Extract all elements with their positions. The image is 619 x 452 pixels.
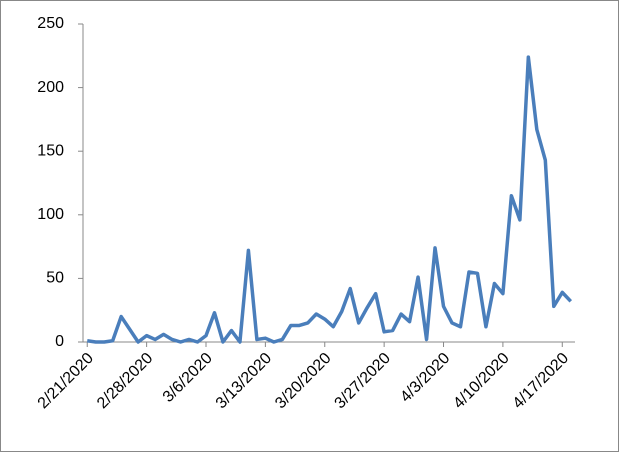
y-tick-label: 100 (37, 206, 64, 223)
y-tick-label: 250 (37, 15, 64, 32)
y-tick-label: 50 (46, 270, 64, 287)
y-tick-label: 0 (55, 333, 64, 350)
y-tick-label: 150 (37, 142, 64, 159)
y-tick-label: 200 (37, 79, 64, 96)
data-line (86, 55, 573, 344)
